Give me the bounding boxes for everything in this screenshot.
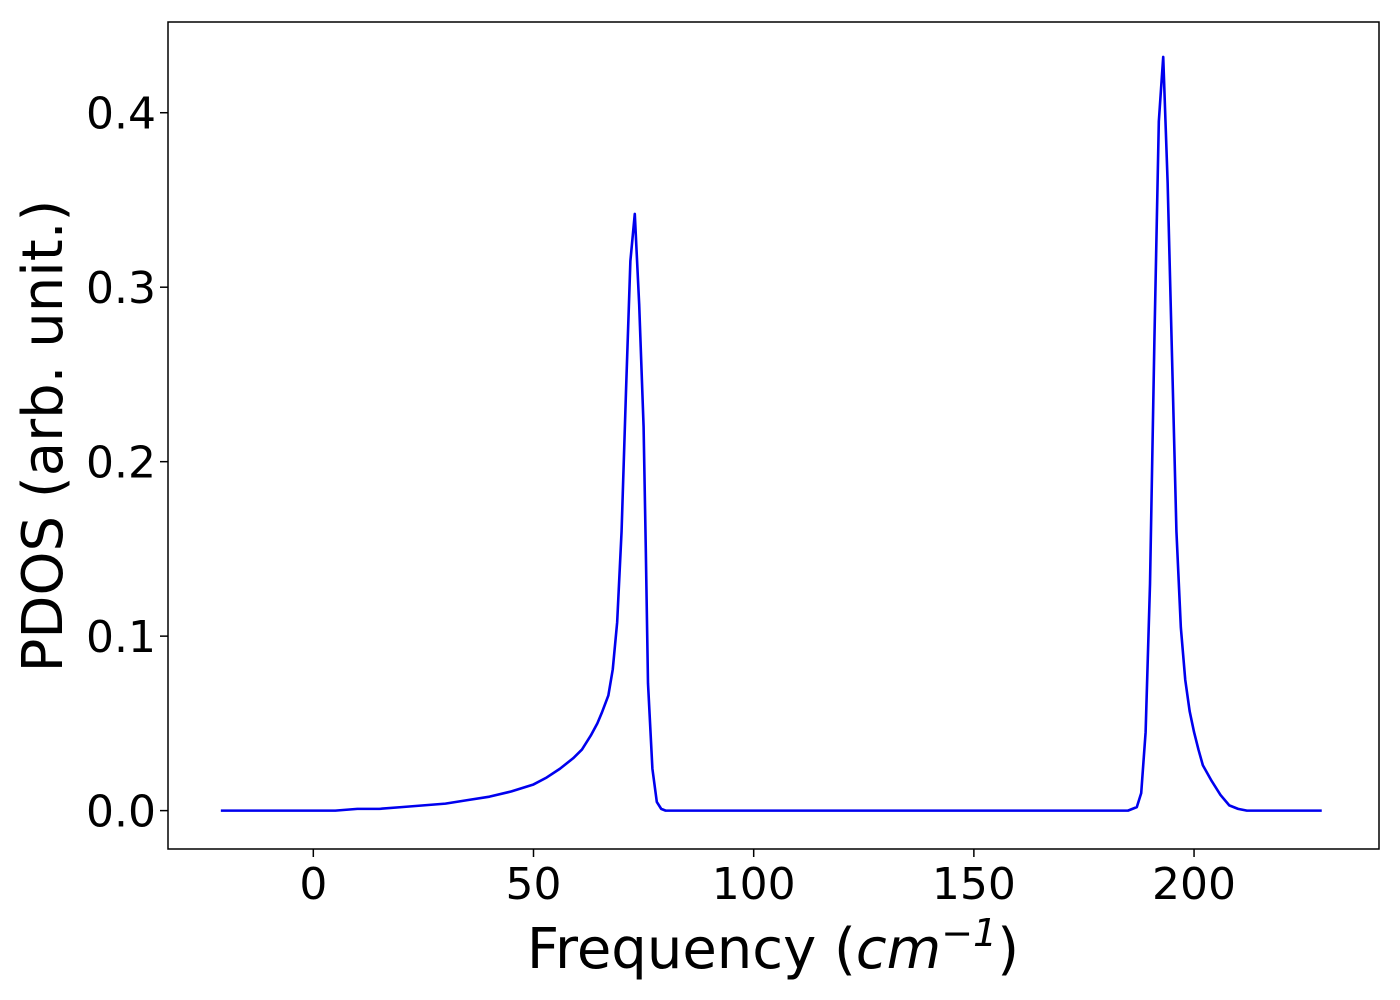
x-tick-label: 100 xyxy=(712,859,796,910)
x-tick-label: 150 xyxy=(932,859,1016,910)
x-tick-label: 50 xyxy=(506,859,562,910)
y-tick-label: 0.4 xyxy=(86,89,156,140)
y-axis-ticks: 0.0 0.1 0.2 0.3 0.4 xyxy=(86,89,168,838)
x-tick-label: 0 xyxy=(299,859,327,910)
plot-area xyxy=(167,21,1380,850)
y-axis-label: PDOS (arb. unit.) xyxy=(11,200,76,673)
x-axis-ticks: 0 50 100 150 200 xyxy=(299,849,1236,910)
y-tick-label: 0.3 xyxy=(86,263,156,314)
y-tick-label: 0.2 xyxy=(86,438,156,489)
y-tick-label: 0.0 xyxy=(86,787,156,838)
x-tick-label: 200 xyxy=(1152,859,1236,910)
y-tick-label: 0.1 xyxy=(86,612,156,663)
series-line xyxy=(220,55,1322,812)
x-axis-label: Frequency (cm−1) xyxy=(527,911,1019,982)
